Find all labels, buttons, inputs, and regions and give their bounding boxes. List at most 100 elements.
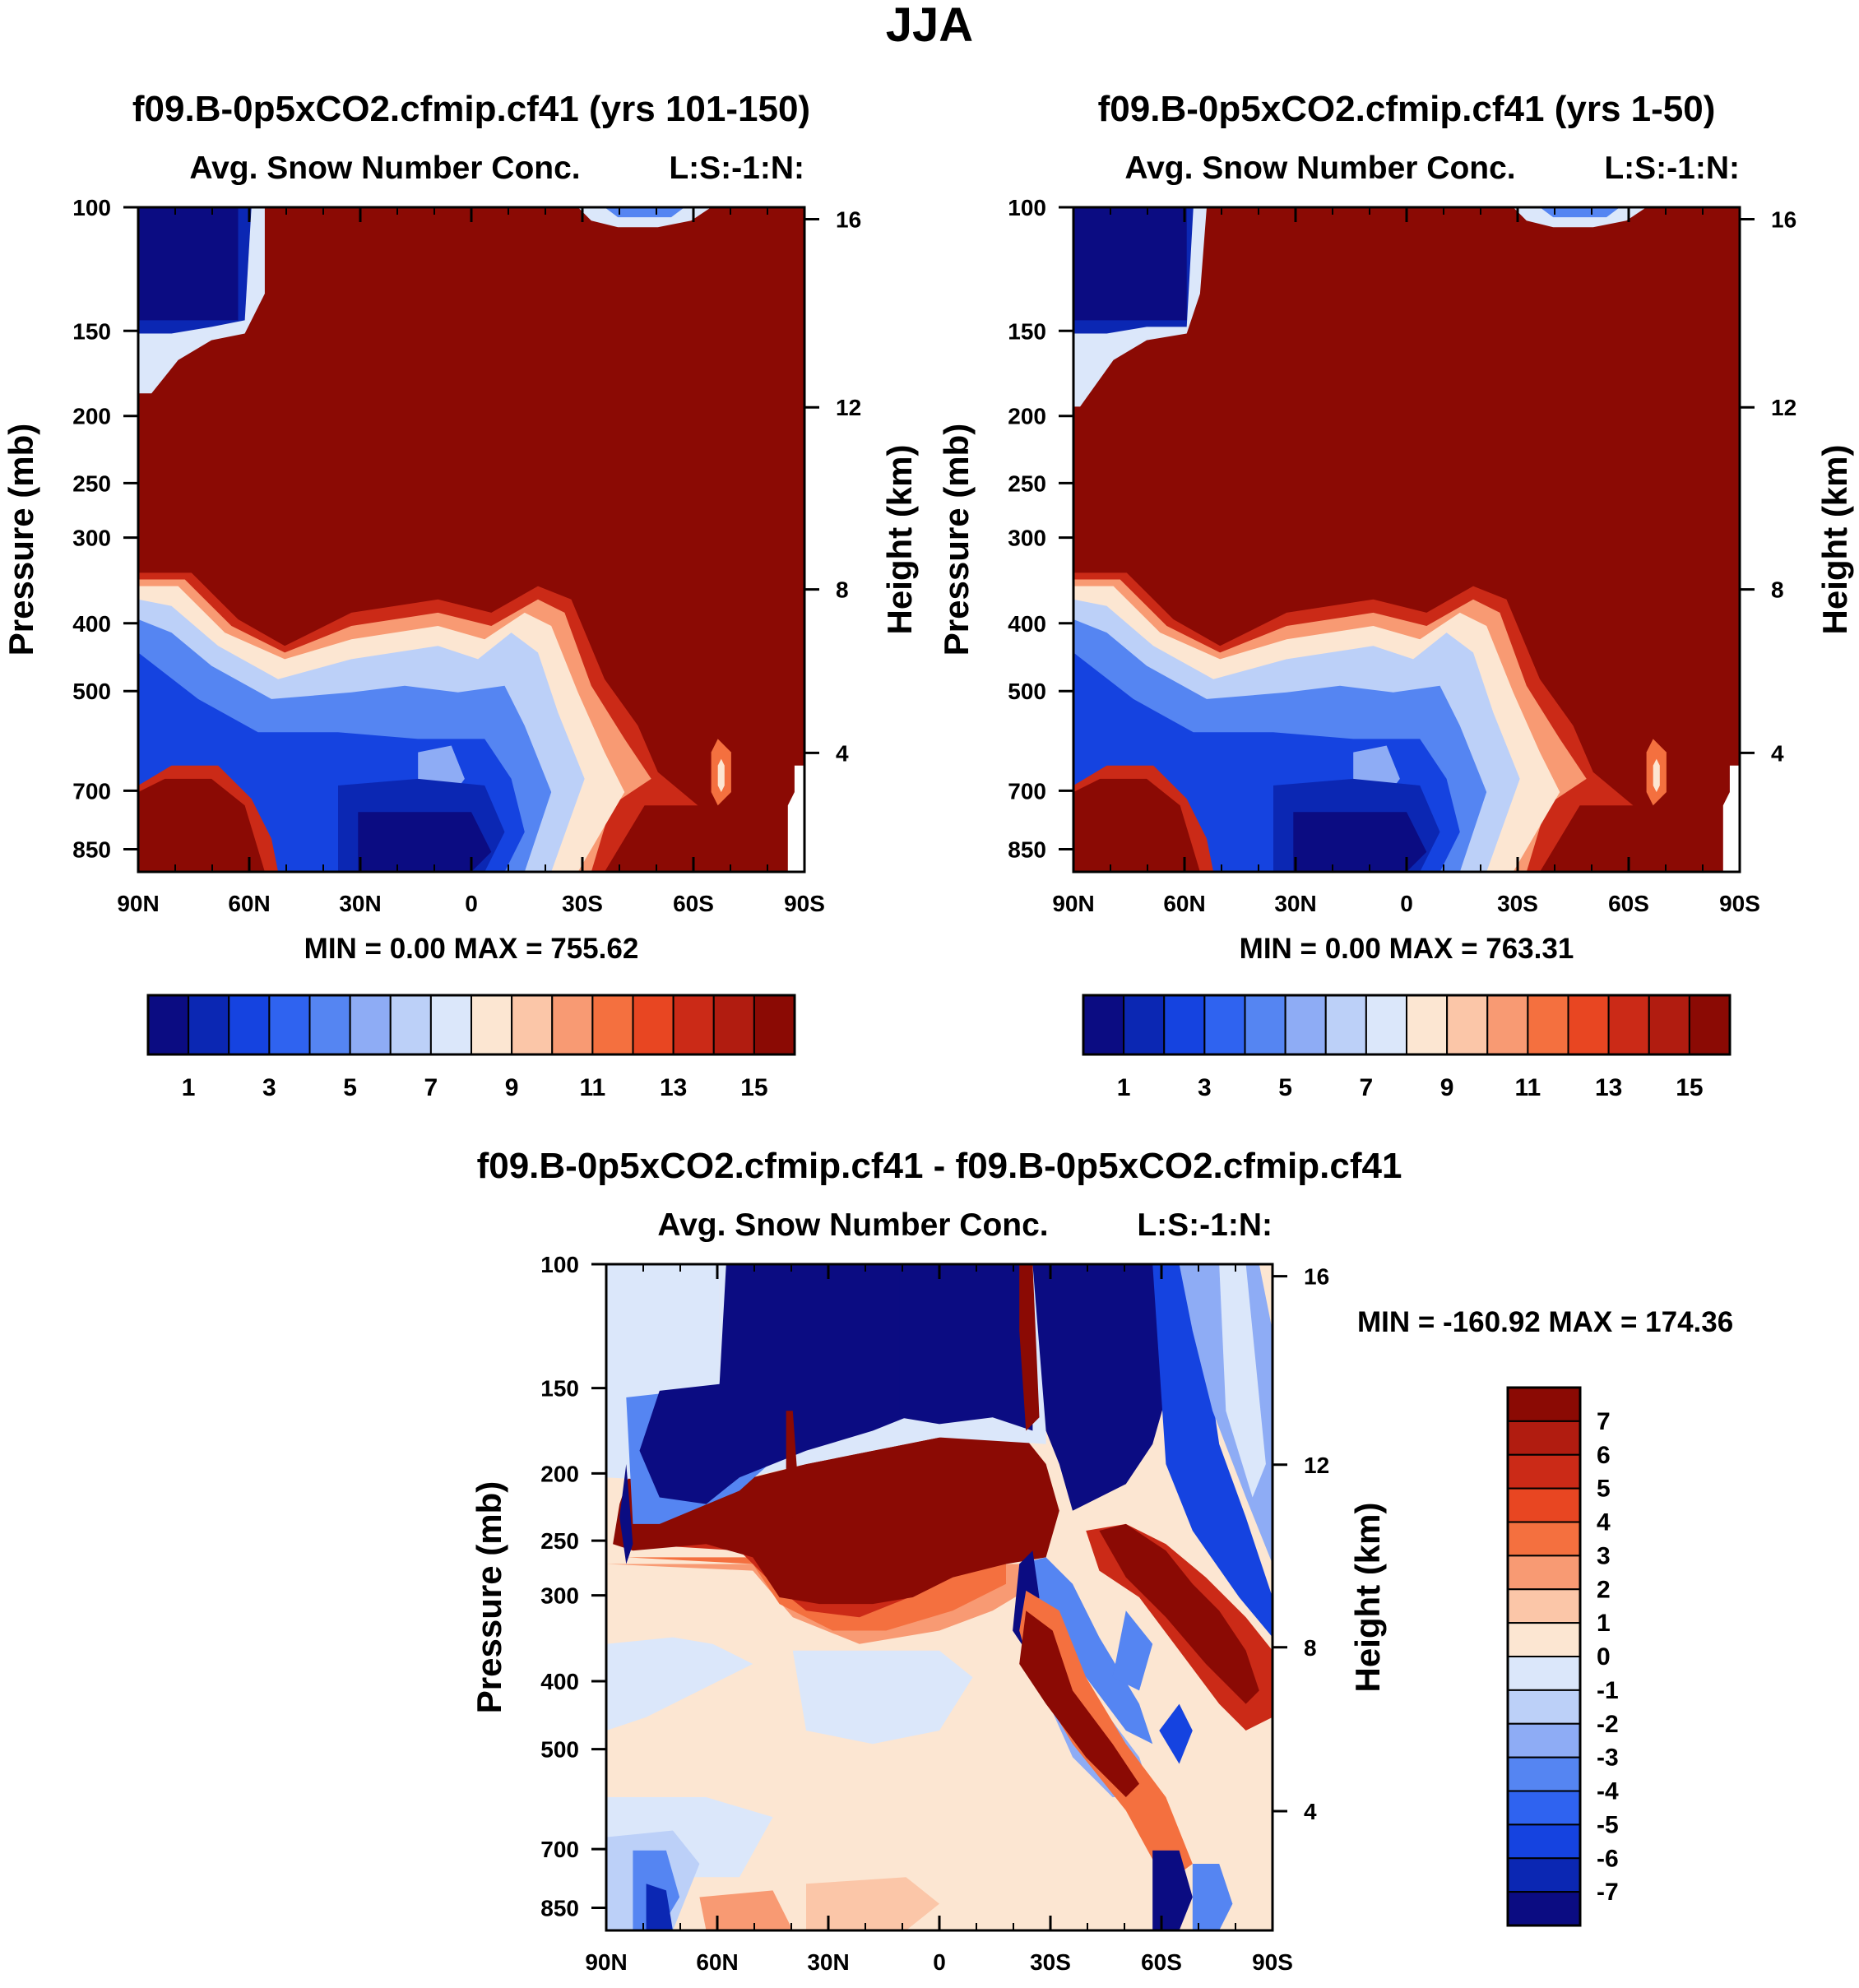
panel2-y-tick-label: 200 xyxy=(540,1461,579,1486)
panel0-y-axis-label: Pressure (mb) xyxy=(2,424,40,656)
panel2-y-tick-label: 400 xyxy=(540,1669,579,1694)
panel2-contour-region xyxy=(806,1877,939,1930)
panel2-x-tick-label: 30N xyxy=(807,1949,849,1975)
panel2-contour-region xyxy=(1152,1264,1273,1638)
panel1-colorbar-box xyxy=(1284,994,1327,1055)
panel1-colorbar-box xyxy=(1123,994,1166,1055)
panel1-right-tick-label: 4 xyxy=(1771,740,1784,766)
panel1-colorbar-box xyxy=(1244,994,1286,1055)
panel2-colorbar-frame xyxy=(1506,1386,1582,1927)
panel2-contour-region xyxy=(646,1884,673,1930)
panel0-contour-region xyxy=(138,207,239,321)
panel1-x-tick-label: 90N xyxy=(1052,891,1094,916)
panel1-colorbar-label: 9 xyxy=(1440,1074,1454,1101)
panel-bottom-difference: f09.B-0p5xCO2.cfmip.cf41 - f09.B-0p5xCO2… xyxy=(470,1146,1733,1975)
panel0-max-value: 755.62 xyxy=(550,933,638,965)
panel0-x-tick-label: 60N xyxy=(228,891,270,916)
panel0-colorbar-label: 1 xyxy=(182,1074,196,1101)
panel0-right-tick-label: 16 xyxy=(836,207,861,233)
panel2-colorbar-label: 2 xyxy=(1597,1576,1611,1603)
panel0-y-tick-label: 700 xyxy=(72,778,111,804)
panel0-colorbar-box xyxy=(511,994,554,1055)
panel1-y-tick-label: 150 xyxy=(1008,318,1046,344)
panel0-right-tick-label: 4 xyxy=(836,740,849,766)
panel2-right-tick-label: 12 xyxy=(1304,1453,1329,1478)
panel2-colorbar-label: 1 xyxy=(1597,1610,1611,1637)
panel0-y-tick-label: 400 xyxy=(72,611,111,637)
panel2-plot-area xyxy=(606,1264,1273,1930)
panel0-colorbar-box xyxy=(551,994,594,1055)
panel-top-right: f09.B-0p5xCO2.cfmip.cf41 (yrs 1-50) Avg. … xyxy=(937,89,1854,1101)
panel0-colorbar-label: 9 xyxy=(505,1074,519,1101)
panel1-colorbar-label: 13 xyxy=(1595,1074,1622,1101)
panel0-right-tick-label: 12 xyxy=(836,395,861,420)
panel1-min-label: MIN = xyxy=(1240,933,1325,965)
panel2-colorbar-box xyxy=(1507,1420,1581,1456)
panel0-case-title: f09.B-0p5xCO2.cfmip.cf41 (yrs 101-150) xyxy=(132,89,810,129)
panel2-colorbar-label: -2 xyxy=(1597,1711,1619,1738)
panel0-colorbar-box xyxy=(188,994,230,1055)
panel1-colorbar-box xyxy=(1324,994,1367,1055)
panel1-contour-region xyxy=(1073,207,1187,321)
panel1-contour-region xyxy=(1073,778,1200,872)
panel0-colorbar-box xyxy=(712,994,755,1055)
panel2-contour-region xyxy=(786,1411,800,1518)
panel2-contour-region xyxy=(1019,1264,1040,1431)
panel0-contour-region xyxy=(717,758,725,792)
panel0-min-value: 0.00 xyxy=(390,933,454,965)
panel2-min-value: -160.92 xyxy=(1443,1306,1548,1338)
panel0-colorbar-box xyxy=(632,994,675,1055)
panel1-x-tick-label: 60S xyxy=(1608,891,1649,916)
panel0-colorbar-box xyxy=(591,994,634,1055)
panel1-colorbar-frame xyxy=(1082,994,1732,1056)
panel2-colorbar-box xyxy=(1507,1790,1581,1826)
panel2-y-tick-label: 100 xyxy=(540,1252,579,1277)
panel2-colorbar-box xyxy=(1507,1588,1581,1624)
panel2-contour-region xyxy=(639,1264,906,1504)
panel2-contour-region xyxy=(1032,1264,1166,1511)
panel0-plot-area xyxy=(138,207,804,872)
panel2-min-label: MIN = xyxy=(1357,1306,1443,1338)
panel2-contour-region xyxy=(899,1264,1033,1431)
panel2-colorbar-label: 7 xyxy=(1597,1408,1611,1435)
panel1-colorbar-label: 5 xyxy=(1278,1074,1292,1101)
panel2-colorbar-label: 6 xyxy=(1597,1442,1611,1469)
panel0-min-max-label: MIN = 0.00 MAX = 755.62 xyxy=(304,933,639,965)
panel1-colorbar-label: 15 xyxy=(1676,1074,1703,1101)
panel2-right-tick-label: 16 xyxy=(1304,1264,1329,1290)
panel0-x-tick-label: 30N xyxy=(339,891,381,916)
panel0-colorbar-label: 13 xyxy=(660,1074,687,1101)
panel1-y-tick-label: 100 xyxy=(1008,195,1046,220)
panel0-x-tick-label: 30S xyxy=(562,891,603,916)
panel1-colorbar-label: 1 xyxy=(1117,1074,1131,1101)
panel2-contour-region xyxy=(699,1890,793,1930)
panel1-y-tick-label: 250 xyxy=(1008,470,1046,496)
panel2-contour-region xyxy=(792,1650,973,1745)
panel0-colorbar-label: 15 xyxy=(740,1074,767,1101)
panel1-min-value: 0.00 xyxy=(1325,933,1389,965)
panel1-colorbar-box xyxy=(1688,994,1731,1055)
panel1-y-tick-label: 700 xyxy=(1008,778,1046,804)
panel0-y-tick-label: 200 xyxy=(72,404,111,429)
panel1-colorbar-box xyxy=(1567,994,1610,1055)
panel0-y-tick-label: 100 xyxy=(72,195,111,220)
panel1-colorbar-label: 7 xyxy=(1360,1074,1374,1101)
panel1-case-title: f09.B-0p5xCO2.cfmip.cf41 (yrs 1-50) xyxy=(1098,89,1716,129)
panel1-x-tick-label: 90S xyxy=(1719,891,1760,916)
panel2-y-axis-label: Pressure (mb) xyxy=(470,1481,508,1713)
panel0-right-tick-label: 8 xyxy=(836,577,849,603)
panel1-contour-region xyxy=(1293,812,1427,872)
panel2-colorbar-label: -6 xyxy=(1597,1845,1619,1872)
panel2-contour-region xyxy=(1019,1610,1139,1797)
panel0-contour-region xyxy=(138,778,265,872)
panel-top-left: f09.B-0p5xCO2.cfmip.cf41 (yrs 101-150) Av… xyxy=(2,89,919,1101)
panel1-contour-region xyxy=(1540,207,1620,218)
panel0-colorbar-box xyxy=(389,994,432,1055)
panel0-colorbar-box xyxy=(672,994,715,1055)
panel2-x-tick-label: 90S xyxy=(1252,1949,1293,1975)
panel0-min-label: MIN = xyxy=(304,933,390,965)
panel1-y-tick-label: 300 xyxy=(1008,526,1046,551)
panel0-colorbar-box xyxy=(429,994,472,1055)
panel2-right-tick-label: 4 xyxy=(1304,1799,1317,1824)
panel2-contour-region xyxy=(606,1637,753,1731)
